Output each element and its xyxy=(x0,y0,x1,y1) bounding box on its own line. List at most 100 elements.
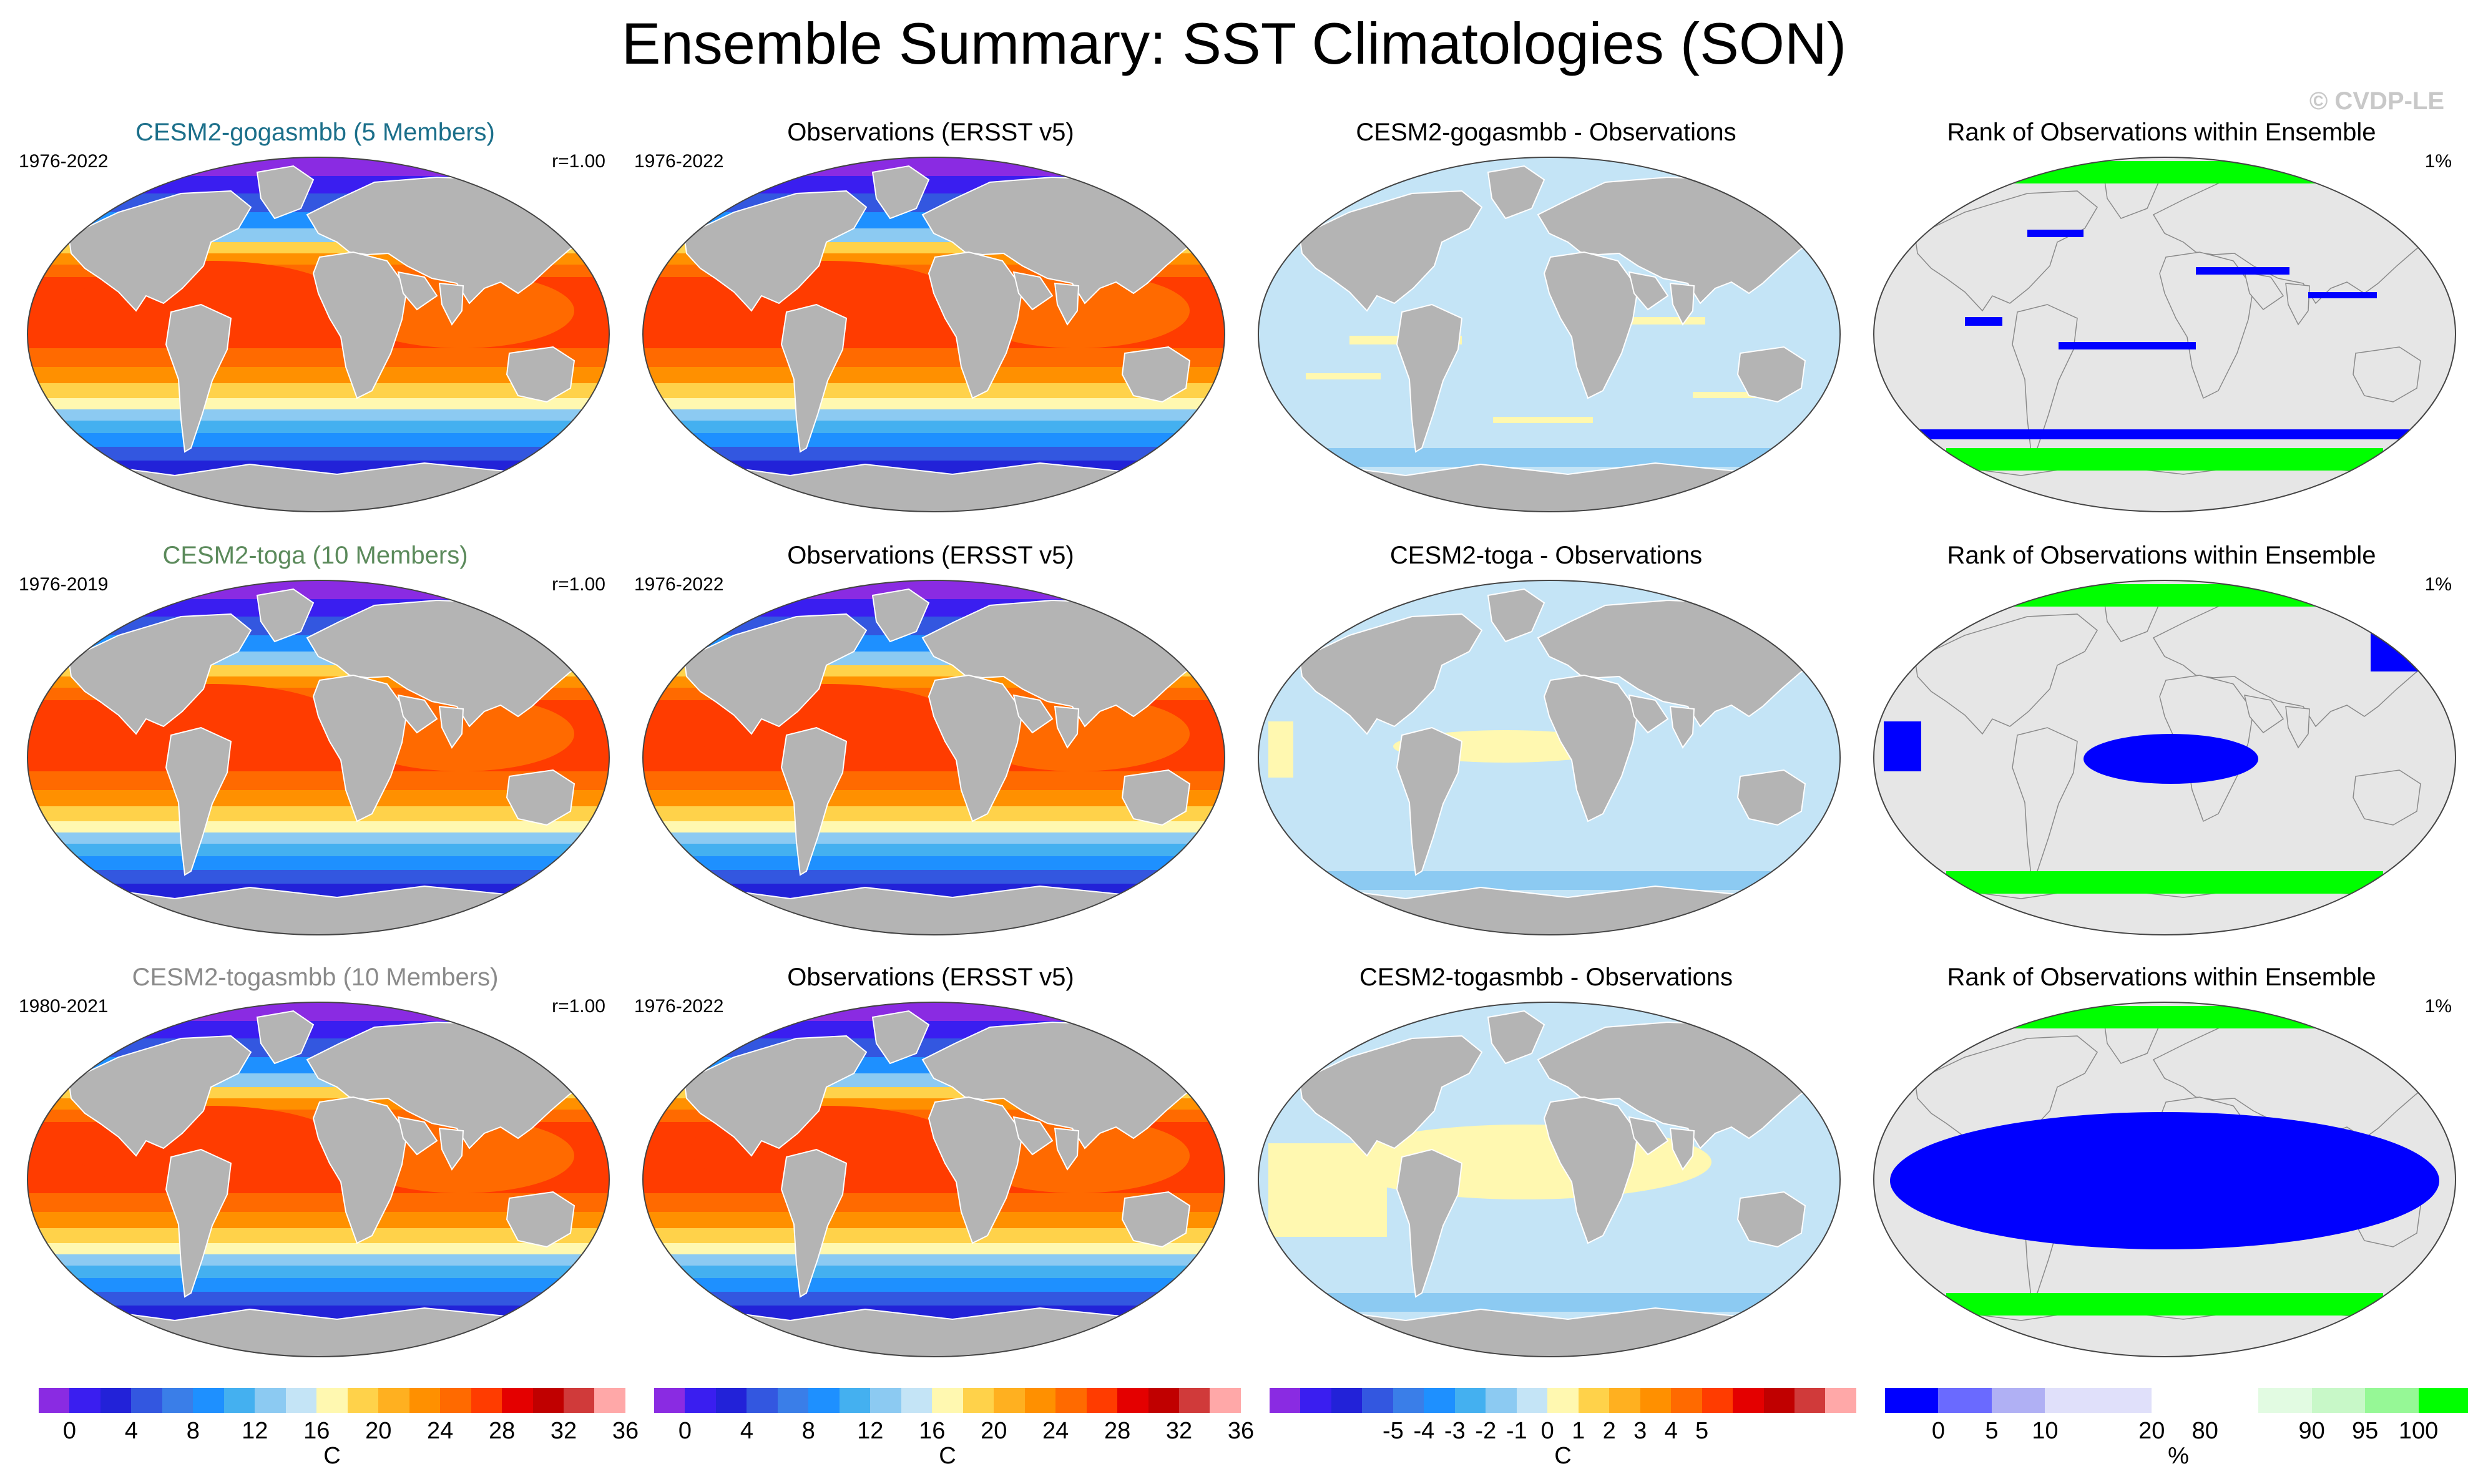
colorbar-swatch xyxy=(2098,1388,2152,1413)
rank-percent: 1% xyxy=(2424,574,2452,595)
year-range: 1980-2021 xyxy=(19,996,109,1017)
panel-rank-row2: Rank of Observations within Ensemble 1% xyxy=(1853,529,2468,949)
world-map xyxy=(1873,580,2456,935)
colorbar-tick-label: 16 xyxy=(303,1418,330,1444)
panel-title: Rank of Observations within Ensemble xyxy=(1947,119,2376,146)
world-map xyxy=(1873,157,2456,512)
colorbar-tick-label: 80 xyxy=(2191,1418,2218,1444)
colorbar-unit: % xyxy=(2168,1443,2189,1469)
colorbar-tick-label: 32 xyxy=(550,1418,577,1444)
colorbar-swatch xyxy=(2311,1388,2366,1413)
colorbar-tick-label: 0 xyxy=(1540,1418,1554,1444)
pattern-correlation: r=1.00 xyxy=(552,996,605,1017)
colorbar-tick-label: 0 xyxy=(1931,1418,1946,1444)
colorbar-tick-label: 100 xyxy=(2398,1418,2439,1444)
panel-title: Observations (ERSST v5) xyxy=(787,964,1074,991)
colorbar-tick-label: 3 xyxy=(1633,1418,1647,1444)
colorbar-swatch xyxy=(1825,1388,1856,1413)
colorbar-swatch xyxy=(1578,1388,1610,1413)
colorbar-tick-label: 12 xyxy=(857,1418,884,1444)
colorbar-tick-label: 5 xyxy=(1985,1418,1999,1444)
year-range: 1976-2022 xyxy=(634,151,724,172)
colorbar-swatch xyxy=(1763,1388,1795,1413)
colorbar-tick-label: 20 xyxy=(2138,1418,2165,1444)
colorbar-tick-label: 28 xyxy=(488,1418,516,1444)
colorbar-swatch xyxy=(2205,1388,2259,1413)
colorbar-swatch xyxy=(1148,1388,1179,1413)
colorbar-swatch xyxy=(1516,1388,1548,1413)
world-map xyxy=(642,580,1225,935)
colorbar-swatch xyxy=(777,1388,809,1413)
colorbar-swatch xyxy=(471,1388,502,1413)
panel-title: CESM2-togasmbb - Observations xyxy=(1359,964,1733,991)
colorbar-swatch xyxy=(1055,1388,1087,1413)
colorbar-swatch xyxy=(1210,1388,1241,1413)
colorbar-swatch xyxy=(39,1388,70,1413)
colorbar-swatch xyxy=(685,1388,716,1413)
colorbar-swatch xyxy=(1024,1388,1056,1413)
colorbar-unit: C xyxy=(1554,1443,1572,1469)
colorbar-swatch xyxy=(378,1388,409,1413)
colorbar-swatch xyxy=(1640,1388,1672,1413)
colorbar-swatch xyxy=(1424,1388,1455,1413)
colorbar-swatch xyxy=(2258,1388,2312,1413)
colorbar-tick-label: 4 xyxy=(124,1418,138,1444)
colorbar-swatch xyxy=(715,1388,747,1413)
panel-title: CESM2-toga (10 Members) xyxy=(162,542,468,569)
colorbar-swatch xyxy=(285,1388,317,1413)
panel-diff-row2: CESM2-toga - Observations xyxy=(1237,529,1855,949)
colorbar-tick-label: -4 xyxy=(1413,1418,1435,1444)
panel-title: Observations (ERSST v5) xyxy=(787,119,1074,146)
colorbar-swatch xyxy=(1609,1388,1640,1413)
panel-rank-row1: Rank of Observations within Ensemble 1% xyxy=(1853,106,2468,525)
colorbar-tick-label: 20 xyxy=(365,1418,392,1444)
world-map xyxy=(27,580,610,935)
colorbar-swatch xyxy=(1702,1388,1733,1413)
colorbar-tick-label: 90 xyxy=(2298,1418,2325,1444)
panel-obs-row1: Observations (ERSST v5) 1976-2022 xyxy=(622,106,1240,525)
panel-diff-row1: CESM2-gogasmbb - Observations xyxy=(1237,106,1855,525)
panel-title: Observations (ERSST v5) xyxy=(787,542,1074,569)
colorbar-swatch xyxy=(193,1388,224,1413)
colorbar-swatch xyxy=(932,1388,963,1413)
colorbar-swatch xyxy=(409,1388,441,1413)
year-range: 1976-2022 xyxy=(19,151,109,172)
colorbar-swatch xyxy=(100,1388,132,1413)
colorbar-swatch xyxy=(2045,1388,2098,1413)
colorbar-tick-label: 24 xyxy=(1042,1418,1069,1444)
panel-rank-row3: Rank of Observations within Ensemble 1% xyxy=(1853,951,2468,1370)
colorbar-swatch xyxy=(1885,1388,1939,1413)
panel-title: CESM2-toga - Observations xyxy=(1389,542,1703,569)
world-map xyxy=(1873,1002,2456,1357)
colorbar-swatches xyxy=(39,1388,625,1413)
colorbar-tick-label: 36 xyxy=(1227,1418,1255,1444)
colorbar-tick-label: -2 xyxy=(1475,1418,1497,1444)
colorbar-tick-label: -5 xyxy=(1382,1418,1404,1444)
colorbar-tick-label: 2 xyxy=(1602,1418,1616,1444)
pattern-correlation: r=1.00 xyxy=(552,151,605,172)
colorbar-swatches xyxy=(1270,1388,1856,1413)
colorbar-swatch xyxy=(1733,1388,1764,1413)
colorbar-swatch xyxy=(1547,1388,1579,1413)
colorbar-swatch xyxy=(255,1388,286,1413)
colorbar-tick-label: 10 xyxy=(2032,1418,2059,1444)
panel-model-row2: CESM2-toga (10 Members) 1976-2019 r=1.00 xyxy=(6,529,624,949)
colorbar-swatch xyxy=(131,1388,162,1413)
colorbar-tick-label: 36 xyxy=(612,1418,639,1444)
colorbar-swatch xyxy=(69,1388,100,1413)
colorbar-tick-label: -3 xyxy=(1444,1418,1466,1444)
panel-title: Rank of Observations within Ensemble xyxy=(1947,542,2376,569)
watermark: © CVDP-LE xyxy=(2309,87,2444,115)
colorbar-swatches xyxy=(654,1388,1241,1413)
colorbar-tick-label: -1 xyxy=(1506,1418,1527,1444)
colorbar-tick-label: 32 xyxy=(1165,1418,1193,1444)
colorbar-swatch xyxy=(347,1388,379,1413)
colorbar-tick-label: 5 xyxy=(1695,1418,1709,1444)
colorbar-2: 0 4 8 12 16 20 24 28 32 36 C xyxy=(654,1383,1254,1477)
colorbar-swatch xyxy=(1938,1388,1992,1413)
colorbar-swatch xyxy=(223,1388,255,1413)
page-title: Ensemble Summary: SST Climatologies (SON… xyxy=(621,11,1847,76)
colorbar-swatch xyxy=(1331,1388,1363,1413)
colorbar-3: -5 -4 -3 -2 -1 0 1 2 3 4 5 C xyxy=(1270,1383,1856,1477)
colorbar-swatch xyxy=(747,1388,778,1413)
